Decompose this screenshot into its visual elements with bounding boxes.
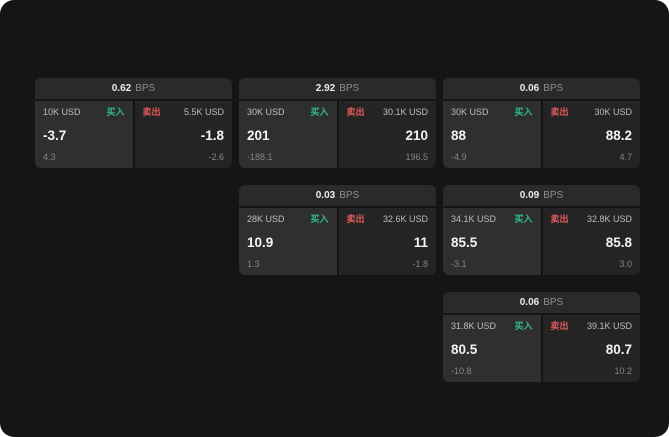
quote-card: 0.62 BPS 10K USD 买入 -3.7 4.3 卖出 5.5K USD <box>35 78 232 168</box>
buy-price: 201 <box>247 127 270 143</box>
sell-price: -1.8 <box>200 127 224 143</box>
buy-panel[interactable]: 28K USD 买入 10.9 1.3 <box>239 208 337 275</box>
sell-price: 11 <box>413 234 428 250</box>
bps-unit-label: BPS <box>339 83 360 94</box>
buy-size: 10K USD <box>43 107 81 117</box>
buy-size: 34.1K USD <box>451 214 497 224</box>
bps-unit-label: BPS <box>543 297 564 308</box>
buy-panel[interactable]: 31.8K USD 买入 80.5 -10.8 <box>443 315 541 382</box>
spread-header: 0.06 BPS <box>443 292 640 313</box>
spread-value: 2.92 <box>315 83 336 94</box>
sell-panel[interactable]: 卖出 30.1K USD 210 196.5 <box>338 101 436 168</box>
quote-panels: 10K USD 买入 -3.7 4.3 卖出 5.5K USD -1.8 -2.… <box>35 101 232 168</box>
quote-panels: 30K USD 买入 88 -4.9 卖出 30K USD 88.2 4.7 <box>443 101 640 168</box>
sell-panel[interactable]: 卖出 39.1K USD 80.7 10.2 <box>542 315 640 382</box>
buy-price: 10.9 <box>247 234 274 250</box>
buy-delta: -4.9 <box>451 152 467 162</box>
buy-delta: -10.8 <box>451 366 472 376</box>
buy-delta: -188.1 <box>247 152 273 162</box>
buy-size: 31.8K USD <box>451 321 497 331</box>
sell-label: 卖出 <box>550 107 569 117</box>
sell-label: 卖出 <box>346 107 365 117</box>
buy-price: 88 <box>451 127 467 143</box>
quote-grid: 0.62 BPS 10K USD 买入 -3.7 4.3 卖出 5.5K USD <box>35 78 640 382</box>
spread-header: 0.09 BPS <box>443 185 640 206</box>
sell-size: 32.6K USD <box>382 214 428 224</box>
quote-panels: 30K USD 买入 201 -188.1 卖出 30.1K USD 210 1… <box>239 101 436 168</box>
spread-header: 0.06 BPS <box>443 78 640 99</box>
bps-unit-label: BPS <box>543 83 564 94</box>
sell-price: 88.2 <box>605 127 632 143</box>
spread-header: 2.92 BPS <box>239 78 436 99</box>
quote-panels: 34.1K USD 买入 85.5 -3.1 卖出 32.8K USD 85.8… <box>443 208 640 275</box>
buy-delta: 4.3 <box>43 152 56 162</box>
spread-value: 0.06 <box>519 297 540 308</box>
buy-label: 买入 <box>310 107 329 117</box>
buy-price: -3.7 <box>43 127 67 143</box>
buy-panel[interactable]: 30K USD 买入 88 -4.9 <box>443 101 541 168</box>
buy-price: 80.5 <box>451 341 478 357</box>
quote-card: 0.06 BPS 30K USD 买入 88 -4.9 卖出 30K USD <box>443 78 640 168</box>
buy-panel[interactable]: 30K USD 买入 201 -188.1 <box>239 101 337 168</box>
spread-value: 0.09 <box>519 190 540 201</box>
sell-label: 卖出 <box>550 321 569 331</box>
sell-delta: 196.5 <box>405 152 428 162</box>
spread-value: 0.62 <box>111 83 132 94</box>
spread-header: 0.03 BPS <box>239 185 436 206</box>
sell-size: 39.1K USD <box>586 321 632 331</box>
sell-price: 80.7 <box>605 341 632 357</box>
quote-card: 0.06 BPS 31.8K USD 买入 80.5 -10.8 卖出 39.1… <box>443 292 640 382</box>
sell-label: 卖出 <box>550 214 569 224</box>
sell-panel[interactable]: 卖出 30K USD 88.2 4.7 <box>542 101 640 168</box>
spread-header: 0.62 BPS <box>35 78 232 99</box>
buy-size: 30K USD <box>247 107 285 117</box>
buy-label: 买入 <box>514 107 533 117</box>
sell-delta: 4.7 <box>619 152 632 162</box>
sell-panel[interactable]: 卖出 5.5K USD -1.8 -2.6 <box>134 101 232 168</box>
bps-unit-label: BPS <box>543 190 564 201</box>
sell-size: 5.5K USD <box>183 107 224 117</box>
buy-label: 买入 <box>514 214 533 224</box>
buy-label: 买入 <box>310 214 329 224</box>
sell-size: 30.1K USD <box>382 107 428 117</box>
buy-size: 30K USD <box>451 107 489 117</box>
quote-card: 0.03 BPS 28K USD 买入 10.9 1.3 卖出 32.6K US… <box>239 185 436 275</box>
buy-panel[interactable]: 10K USD 买入 -3.7 4.3 <box>35 101 133 168</box>
quote-panels: 28K USD 买入 10.9 1.3 卖出 32.6K USD 11 -1.8 <box>239 208 436 275</box>
sell-delta: 3.0 <box>619 259 632 269</box>
sell-label: 卖出 <box>346 214 365 224</box>
sell-delta: -2.6 <box>208 152 224 162</box>
sell-size: 32.8K USD <box>586 214 632 224</box>
spread-value: 0.06 <box>519 83 540 94</box>
quote-card: 0.09 BPS 34.1K USD 买入 85.5 -3.1 卖出 32.8K… <box>443 185 640 275</box>
spread-value: 0.03 <box>315 190 336 201</box>
buy-label: 买入 <box>106 107 125 117</box>
sell-delta: 10.2 <box>614 366 632 376</box>
buy-panel[interactable]: 34.1K USD 买入 85.5 -3.1 <box>443 208 541 275</box>
bps-unit-label: BPS <box>135 83 156 94</box>
sell-panel[interactable]: 卖出 32.6K USD 11 -1.8 <box>338 208 436 275</box>
sell-price: 85.8 <box>605 234 632 250</box>
sell-delta: -1.8 <box>412 259 428 269</box>
buy-label: 买入 <box>514 321 533 331</box>
quote-card: 2.92 BPS 30K USD 买入 201 -188.1 卖出 30.1K … <box>239 78 436 168</box>
buy-delta: 1.3 <box>247 259 260 269</box>
sell-price: 210 <box>405 127 428 143</box>
quote-panels: 31.8K USD 买入 80.5 -10.8 卖出 39.1K USD 80.… <box>443 315 640 382</box>
sell-panel[interactable]: 卖出 32.8K USD 85.8 3.0 <box>542 208 640 275</box>
sell-label: 卖出 <box>142 107 161 117</box>
buy-size: 28K USD <box>247 214 285 224</box>
bps-unit-label: BPS <box>339 190 360 201</box>
sell-size: 30K USD <box>594 107 632 117</box>
buy-delta: -3.1 <box>451 259 467 269</box>
buy-price: 85.5 <box>451 234 478 250</box>
